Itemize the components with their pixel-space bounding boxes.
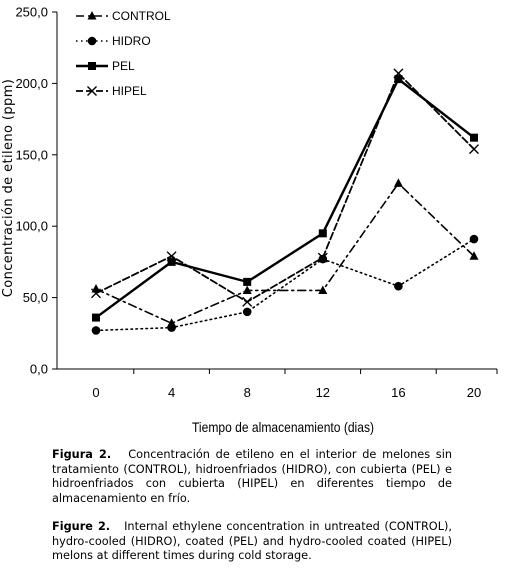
data-point-circle: [87, 36, 97, 46]
caption-english-label: Figure 2.: [52, 520, 111, 533]
legend-label: HIPEL: [112, 84, 147, 98]
data-point-triangle: [318, 285, 328, 294]
data-point-circle: [167, 323, 176, 332]
series-lines: [91, 68, 479, 335]
legend-entry-pel: PEL: [76, 59, 135, 73]
data-point-x: [393, 68, 404, 79]
caption-english-text: Internal ethylene concentration in untre…: [52, 520, 452, 563]
data-point-square: [318, 229, 327, 238]
legend-entry-control: CONTROL: [76, 9, 171, 23]
legend-entry-hipel: HIPEL: [76, 84, 147, 98]
x-tick-label: 4: [168, 385, 175, 400]
x-tick-label: 0: [92, 385, 99, 400]
data-point-x: [469, 144, 479, 155]
caption-spanish-text: Concentración de etileno en el interior …: [52, 448, 452, 505]
data-point-x: [87, 86, 97, 96]
ethylene-line-chart: 0,0 50,0 100,0 150,0 200,0 250,0 0 4 8 12 16 20 CO…: [1, 5, 498, 435]
x-axis-label: Tiempo de almacenamiento (dias): [192, 419, 374, 435]
y-tick-label: 150,0: [15, 147, 48, 162]
legend-entry-hidro: HIDRO: [76, 34, 151, 48]
series-pel: [92, 75, 478, 322]
data-point-x: [91, 288, 101, 299]
data-point-circle: [469, 234, 479, 244]
series-hidro: [91, 234, 479, 335]
caption-english: Figure 2. Internal ethylene concentratio…: [52, 520, 452, 564]
data-point-x: [242, 296, 253, 307]
series-line-pel: [94, 77, 476, 319]
y-tick-label: 0,0: [30, 362, 48, 377]
series-line-control: [95, 182, 475, 325]
x-tick-label: 12: [316, 385, 330, 400]
legend-label: HIDRO: [112, 34, 151, 48]
data-point-x: [166, 251, 177, 262]
axes: [56, 12, 497, 370]
data-point-circle: [91, 326, 101, 335]
y-tick-label: 200,0: [15, 76, 48, 91]
data-point-square: [243, 277, 252, 286]
x-tick-label: 20: [467, 385, 481, 400]
caption-spanish: Figura 2. Concentración de etileno en el…: [52, 448, 452, 506]
data-point-x: [317, 252, 328, 263]
data-point-circle: [394, 281, 403, 291]
x-ticks: 0 4 8 12 16 20: [92, 369, 498, 400]
data-point-triangle: [469, 251, 479, 260]
legend-label: CONTROL: [112, 9, 171, 23]
legend: CONTROL HIDRO PEL HIPEL: [76, 9, 171, 98]
y-axis-label: Concentración de etileno (ppm): [1, 79, 16, 297]
data-point-square: [88, 62, 96, 70]
data-point-triangle: [242, 285, 252, 294]
data-point-circle: [242, 307, 252, 317]
y-tick-label: 100,0: [15, 219, 48, 234]
series-hipel: [91, 68, 479, 307]
data-point-square: [167, 257, 176, 266]
legend-label: PEL: [112, 59, 135, 73]
caption-spanish-label: Figura 2.: [52, 448, 112, 461]
data-point-square: [394, 75, 403, 84]
x-tick-label: 8: [244, 385, 251, 400]
y-ticks: 0,0 50,0 100,0 150,0 200,0 250,0: [15, 5, 57, 377]
data-point-square: [92, 313, 100, 322]
data-point-circle: [318, 254, 328, 264]
data-point-square: [470, 133, 478, 142]
series-line-hipel: [95, 72, 475, 303]
x-tick-label: 16: [391, 385, 405, 400]
series-line-hidro: [95, 238, 475, 332]
data-point-triangle: [87, 11, 97, 20]
data-point-triangle: [393, 178, 403, 187]
y-tick-label: 250,0: [15, 5, 48, 20]
y-tick-label: 50,0: [23, 290, 48, 305]
series-control: [91, 178, 479, 327]
